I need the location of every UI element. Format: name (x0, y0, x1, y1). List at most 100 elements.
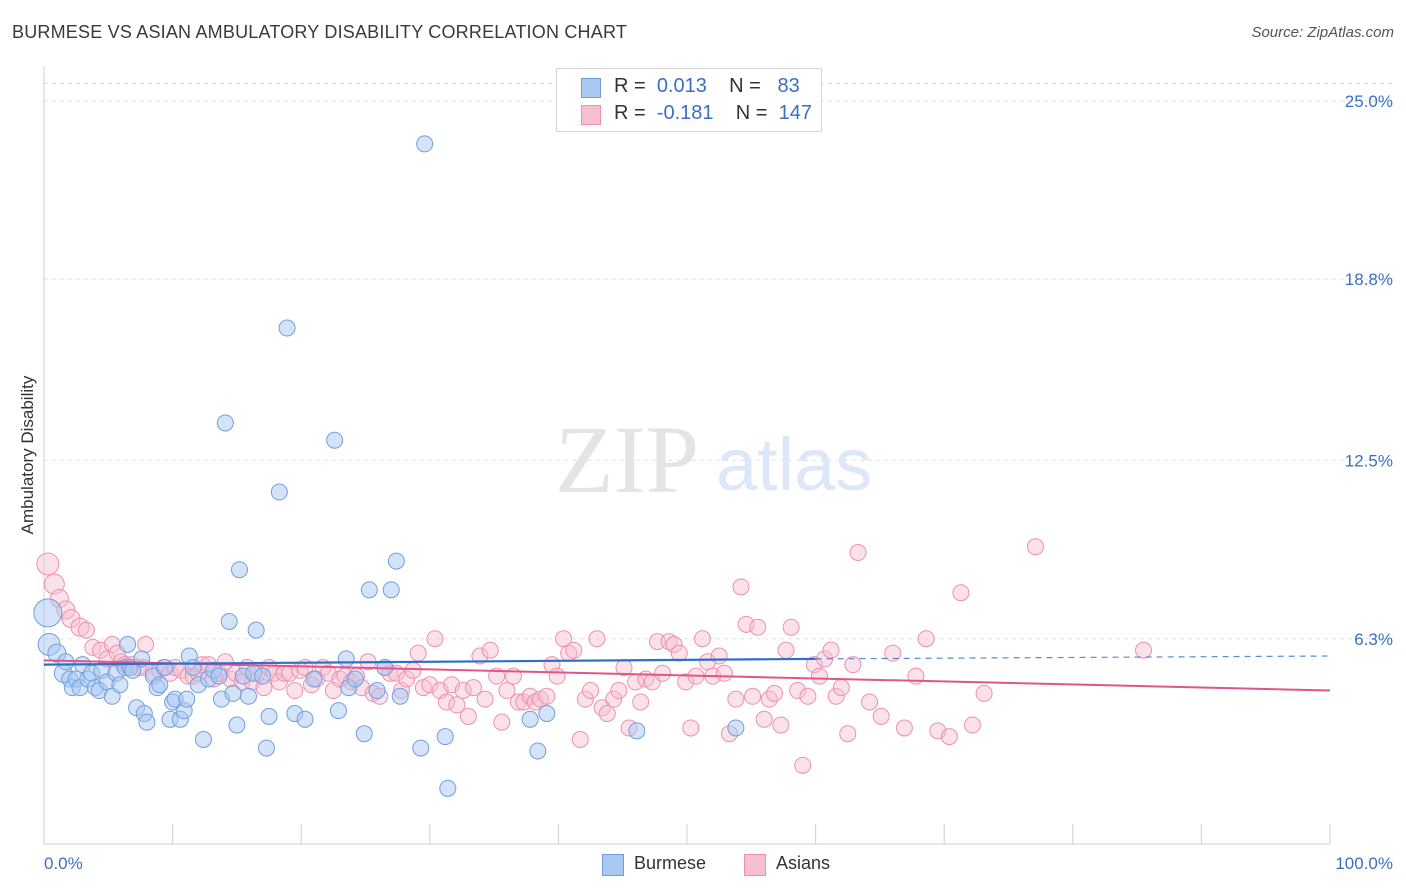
burmese-point (305, 670, 323, 688)
asians-point (832, 679, 850, 697)
burmese-point (270, 483, 288, 501)
burmese-point (260, 707, 278, 725)
asians-point (799, 687, 817, 705)
burmese-point (278, 319, 296, 337)
burmese-point (346, 670, 364, 688)
burmese-point (412, 739, 430, 757)
y-tick-label: 25.0% (1345, 92, 1393, 111)
burmese-point (228, 716, 246, 734)
asians-point (839, 725, 857, 743)
asians-point (286, 682, 304, 700)
burmese-point (296, 710, 314, 728)
asians-point (565, 641, 583, 659)
watermark: ZIP atlas (555, 406, 872, 513)
asians-point (861, 693, 879, 711)
asians-point (884, 644, 902, 662)
asians-point (548, 667, 566, 685)
asians-point (765, 684, 783, 702)
asians-point (789, 682, 807, 700)
x-tick-label: 100.0% (1335, 854, 1393, 873)
burmese-point (194, 730, 212, 748)
asians-point (895, 719, 913, 737)
x-tick-label: 0.0% (44, 854, 83, 873)
burmese-point (439, 779, 457, 797)
burmese-point (529, 742, 547, 760)
burmese-point (391, 687, 409, 705)
burmese-point (538, 705, 556, 723)
asians-point (216, 653, 234, 671)
asians-point (588, 630, 606, 648)
burmese-point (224, 684, 242, 702)
asians-point (849, 543, 867, 561)
asians-point (810, 667, 828, 685)
asians-point (576, 690, 594, 708)
burmese-point (151, 676, 169, 694)
asians-point (670, 644, 688, 662)
asians-point (36, 552, 60, 576)
burmese-point (230, 561, 248, 579)
asians-point (677, 673, 695, 691)
bottom-legend-label-burmese: Burmese (634, 853, 707, 873)
asians-point (732, 578, 750, 596)
tick-labels: 6.3% 12.5% 18.8% 25.0% 0.0% 100.0% (44, 92, 1393, 873)
legend-r-value-asians: -0.181 (656, 102, 714, 124)
burmese-point (521, 710, 539, 728)
watermark-atlas: atlas (716, 423, 872, 506)
burmese-point (368, 682, 386, 700)
burmese-point (178, 690, 196, 708)
burmese-point (382, 581, 400, 599)
burmese-point (184, 659, 202, 677)
burmese-point (436, 728, 454, 746)
asians-point (459, 707, 477, 725)
burmese-point (329, 702, 347, 720)
watermark-zip: ZIP (555, 406, 699, 513)
asians-point (538, 687, 556, 705)
burmese-point (337, 650, 355, 668)
asians-point (137, 636, 155, 654)
asians-point (940, 728, 958, 746)
asians-point (465, 679, 483, 697)
y-axis-label: Ambulatory Disability (18, 375, 37, 535)
asians-point (1027, 538, 1045, 556)
axes-layer (43, 66, 1331, 845)
asians-point (872, 707, 890, 725)
asians-point (660, 633, 678, 651)
legend-box: R = 0.013 N = 83 R = -0.181 N = 147 (556, 68, 822, 132)
burmese-point (727, 719, 745, 737)
asians-point (421, 676, 439, 694)
asians-point (409, 644, 427, 662)
asians-point (605, 690, 623, 708)
burmese-trend-extension (815, 655, 1331, 660)
burmese-point (628, 722, 646, 740)
grid-layer (44, 83, 1392, 640)
trend-lines (43, 655, 1331, 692)
asians-point (952, 584, 970, 602)
asians-point (693, 630, 711, 648)
burmese-point (355, 725, 373, 743)
asians-point (682, 719, 700, 737)
bottom-legend-swatch-asians (744, 854, 766, 876)
asians-point (515, 693, 533, 711)
burmese-point (220, 612, 238, 630)
asians-point (1135, 641, 1153, 659)
asians-point (963, 716, 981, 734)
chart-title: BURMESE VS ASIAN AMBULATORY DISABILITY C… (12, 22, 628, 42)
burmese-point (119, 636, 137, 654)
legend-r-label: R = (614, 102, 646, 124)
legend-n-value-asians: 147 (778, 102, 812, 124)
asians-point (822, 641, 840, 659)
asians-point (710, 647, 728, 665)
legend-swatch-asians (581, 105, 601, 125)
asians-point (749, 618, 767, 636)
y-tick-label: 6.3% (1354, 630, 1393, 649)
asians-point (794, 756, 812, 774)
asians-point (827, 687, 845, 705)
asians-point (598, 705, 616, 723)
source-label: Source: ZipAtlas.com (1251, 24, 1394, 41)
burmese-point (387, 552, 405, 570)
asians-point (772, 716, 790, 734)
asians-point (665, 636, 683, 654)
asians-point (438, 693, 456, 711)
asians-point (975, 684, 993, 702)
